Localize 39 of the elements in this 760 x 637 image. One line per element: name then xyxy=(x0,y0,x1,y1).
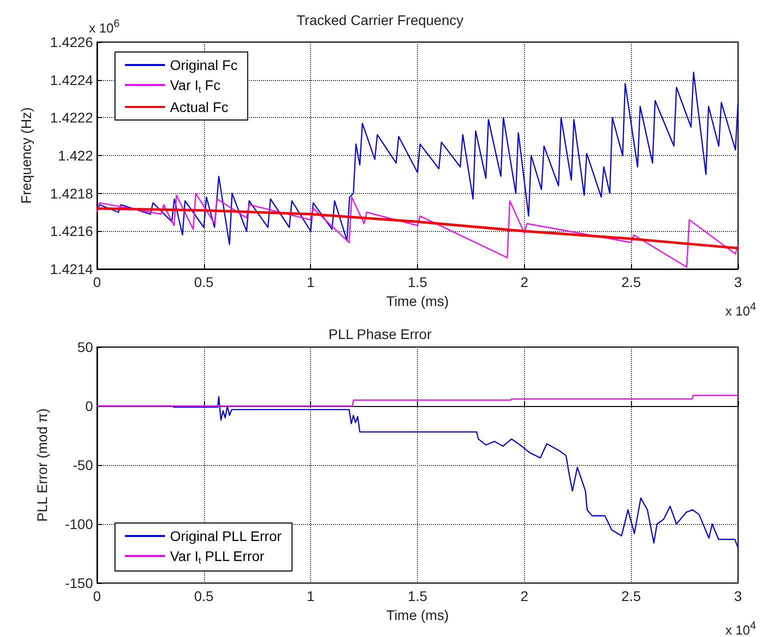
x-axis-title: Time (ms) xyxy=(386,292,449,309)
x-axis-title: Time (ms) xyxy=(386,606,449,623)
chart-title: PLL Phase Error xyxy=(328,326,432,342)
y-axis-title: Frequency (Hz) xyxy=(18,107,34,204)
x-tick-label: 1.5 xyxy=(408,588,428,604)
y-tick-label: 1.4226 xyxy=(50,34,94,50)
text: x 10$^{6}$ xyxy=(89,18,120,36)
line-series xyxy=(96,207,740,250)
y-tick-label: 1.4222 xyxy=(50,110,94,126)
x-tick-label: 1 xyxy=(306,274,315,290)
y-tick-label: 1.4218 xyxy=(50,185,94,202)
y-tick-label: 1.4214 xyxy=(50,261,94,277)
text: x 10$^{4}$ xyxy=(725,300,756,318)
y-tick-label: 1.422 xyxy=(58,148,94,164)
line-series xyxy=(96,72,739,246)
legend-label: Actual Fc xyxy=(170,99,228,115)
chart-title: Tracked Carrier Frequency xyxy=(296,12,464,28)
y-tick-label: 50 xyxy=(77,339,94,355)
x-tick-label: 2.5 xyxy=(621,274,642,290)
x-tick-label: 0.5 xyxy=(194,274,214,290)
x-tick-label: 3 xyxy=(734,274,742,290)
x-tick-label: 1 xyxy=(306,588,315,604)
y-axis-title: PLL Error (mod π) xyxy=(34,408,50,522)
y-tick-label: 0 xyxy=(85,398,94,414)
legend-label: Original PLL Error xyxy=(170,528,282,544)
x-tick-label: 2 xyxy=(520,274,528,290)
x-tick-label: 2 xyxy=(520,588,528,604)
x-tick-label: 3 xyxy=(734,588,742,604)
x-tick-label: 0.5 xyxy=(194,588,214,604)
line-series xyxy=(96,394,739,407)
legend-label: Original Fc xyxy=(170,57,238,73)
y-tick-label: -100 xyxy=(64,516,94,532)
y-tick-label: -150 xyxy=(64,575,94,591)
x-tick-label: 2.5 xyxy=(621,588,642,604)
x-tick-label: 1.5 xyxy=(408,274,428,290)
y-tick-label: 1.4224 xyxy=(50,72,94,88)
text: x 10$^{4}$ xyxy=(725,620,756,637)
y-tick-label: 1.4216 xyxy=(50,223,94,240)
y-tick-label: -50 xyxy=(72,457,94,473)
